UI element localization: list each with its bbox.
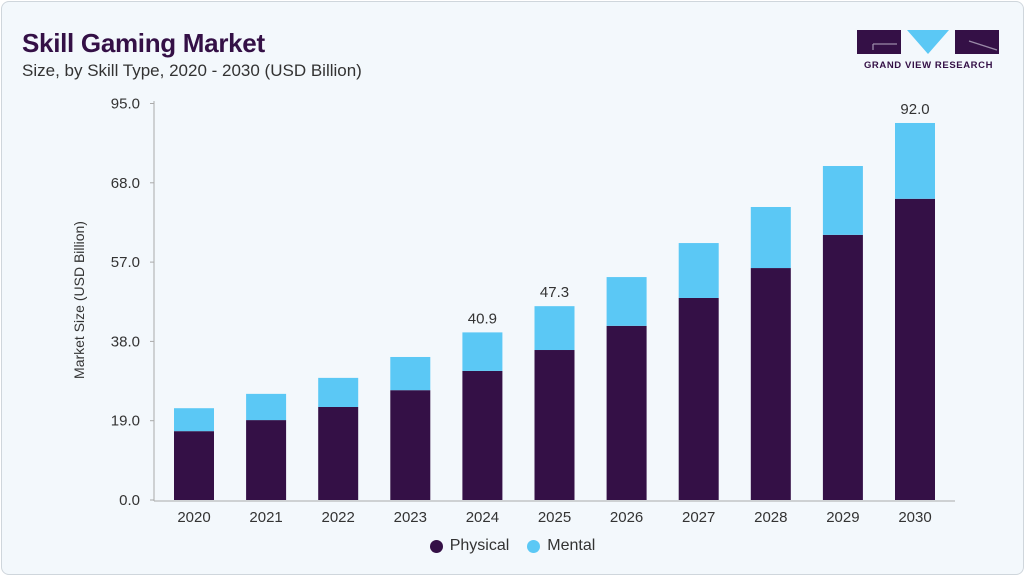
bar-mental-2030 [895,122,935,199]
y-tick-label: 0.0 [119,492,140,509]
bar-mental-2027 [678,243,719,298]
x-tick-label: 2030 [898,509,931,526]
x-tick-label: 2026 [610,509,643,526]
bar-mental-2025 [534,306,575,351]
bar-mental-2028 [750,206,791,269]
bar-mental-2023 [390,356,431,391]
bar-physical-2022 [318,406,359,500]
bar-physical-2030 [895,198,935,500]
x-tick-label: 2028 [754,509,787,526]
legend-swatch-mental [527,539,541,553]
bar-physical-2028 [750,268,791,500]
x-tick-label: 2022 [322,509,355,526]
bar-physical-2029 [822,234,863,500]
legend: Physical Mental [0,537,1025,555]
bar-physical-2020 [174,431,214,500]
legend-label: Mental [547,537,596,554]
data-label-2025: 47.3 [540,284,569,301]
bar-mental-2022 [318,377,359,407]
bar-physical-2026 [606,325,647,500]
grand-view-research-logo: GRAND VIEW RESEARCH [857,30,1000,75]
bar-mental-2021 [246,393,287,421]
data-label-2030: 92.0 [900,101,929,118]
bar-physical-2021 [246,420,287,500]
x-tick-label: 2024 [466,509,499,526]
x-tick-label: 2025 [538,509,571,526]
legend-item-physical: Physical [429,537,510,555]
bar-physical-2024 [462,370,503,500]
bar-mental-2024 [462,332,503,371]
logo-text: GRAND VIEW RESEARCH [863,60,994,71]
y-tick-label: 19.0 [111,413,140,430]
x-tick-label: 2027 [682,509,715,526]
y-tick-label: 95.0 [111,96,140,113]
chart-title: Skill Gaming Market [22,28,265,58]
bar-mental-2029 [822,166,863,235]
bar-physical-2025 [534,350,575,500]
x-tick-label: 2029 [826,509,859,526]
bar-physical-2027 [678,297,719,500]
x-tick-label: 2023 [394,509,427,526]
x-tick-label: 2020 [177,509,210,526]
logo-mark-icon [857,30,999,54]
data-label-2024: 40.9 [468,310,497,327]
bar-mental-2020 [174,408,214,432]
legend-label: Physical [449,537,510,554]
legend-item-mental: Mental [527,537,595,555]
chart-subtitle: Size, by Skill Type, 2020 - 2030 (USD Bi… [22,61,362,80]
x-tick-label: 2021 [249,509,282,526]
y-axis-label: Market Size (USD Billion) [71,221,87,379]
bar-physical-2023 [390,390,431,500]
bar-mental-2026 [606,277,647,326]
y-tick-label: 68.0 [111,175,140,192]
y-tick-label: 38.0 [111,333,140,350]
y-tick-label: 57.0 [111,254,140,271]
legend-swatch-physical [429,539,443,553]
